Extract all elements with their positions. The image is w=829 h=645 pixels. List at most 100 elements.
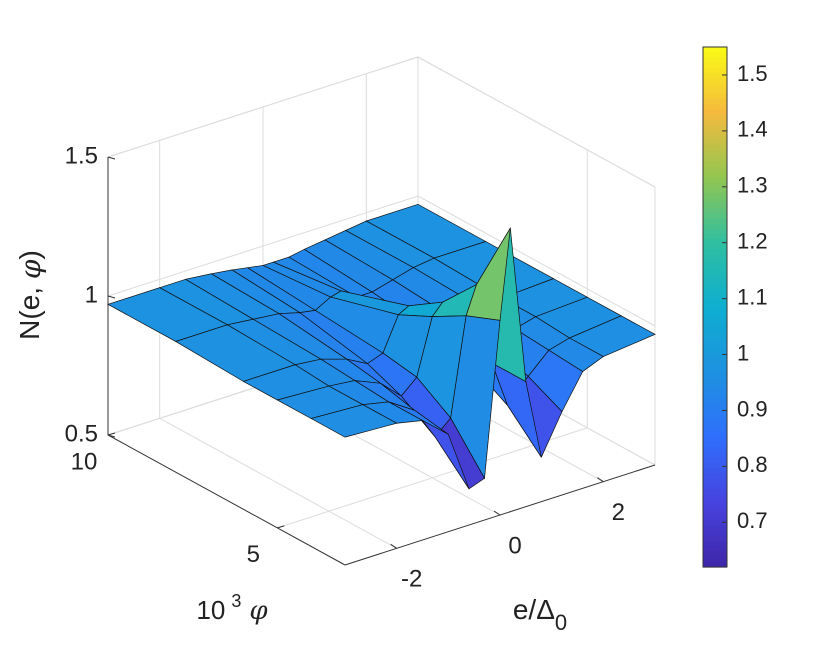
y-label-base: 10 (196, 595, 225, 625)
colorbar-segment (703, 125, 727, 131)
colorbar-tick-label: 1.2 (737, 229, 768, 254)
colorbar-segment (703, 161, 727, 168)
colorbar-segment (703, 338, 727, 344)
colorbar-segment (703, 426, 727, 433)
colorbar-segment (703, 312, 727, 318)
y-axis-label: 10 3 φ (196, 591, 268, 626)
colorbar-segment (703, 333, 727, 339)
colorbar-segment (703, 369, 727, 376)
colorbar-segment (703, 541, 727, 547)
z-tick-label: 0.5 (65, 420, 98, 447)
colorbar-segment (703, 208, 727, 214)
colorbar-segment (703, 197, 727, 204)
colorbar-segment (703, 468, 727, 474)
colorbar-segment (703, 244, 727, 251)
colorbar-segment (703, 437, 727, 443)
colorbar-segment (703, 52, 727, 58)
colorbar-segment (703, 67, 727, 74)
colorbar-segment (703, 239, 727, 246)
colorbar-segment (703, 364, 727, 370)
z-tick (107, 295, 116, 299)
colorbar-segment (703, 374, 727, 381)
colorbar-segment (703, 93, 727, 100)
colorbar-segment (703, 135, 727, 142)
x-tick-label: -2 (401, 566, 422, 593)
colorbar-segment (703, 151, 727, 157)
colorbar-segment (703, 405, 727, 412)
colorbar-segment (703, 385, 727, 391)
colorbar-segment (703, 78, 727, 84)
colorbar-segment (703, 140, 727, 147)
colorbar-segment (703, 223, 727, 230)
colorbar-segment (703, 88, 727, 95)
colorbar-segment (703, 203, 727, 209)
grid-line (417, 56, 656, 188)
colorbar-segment (703, 525, 727, 532)
colorbar-segment (703, 348, 727, 355)
colorbar-segment (703, 390, 727, 396)
z-label-text: N(e, (14, 279, 45, 340)
z-tick-label: 1.5 (65, 142, 98, 169)
y-axis (107, 434, 346, 566)
colorbar-segment (703, 400, 727, 407)
colorbar-segment (703, 431, 727, 438)
colorbar-segment (703, 556, 727, 563)
colorbar-segment (703, 145, 727, 152)
colorbar-segment (703, 530, 727, 537)
y-tick-label: 10 (71, 448, 98, 475)
colorbar-segment (703, 275, 727, 282)
colorbar-segment (703, 229, 727, 235)
colorbar-segment (703, 411, 727, 417)
z-axis-label: N(e, φ) (14, 250, 47, 340)
colorbar-segment (703, 73, 727, 79)
colorbar-segment (703, 260, 727, 266)
colorbar-segment (703, 520, 727, 526)
x-tick-label: 2 (612, 499, 625, 526)
colorbar-segment (703, 327, 727, 334)
colorbar-segment (703, 416, 727, 422)
colorbar-segment (703, 317, 727, 324)
colorbar-frame (702, 46, 728, 568)
colorbar-segment (703, 104, 727, 110)
colorbar-segment (703, 234, 727, 240)
colorbar-segment (703, 509, 727, 516)
colorbar-segment (703, 119, 727, 126)
colorbar-segment (703, 296, 727, 303)
y-tick-label: 5 (247, 541, 260, 568)
y-label-symbol: φ (249, 596, 268, 626)
colorbar-segment (703, 177, 727, 183)
colorbar-segment (703, 379, 727, 386)
colorbar-segment (703, 249, 727, 256)
colorbar-segment (703, 62, 727, 69)
colorbar-segment (703, 483, 727, 490)
colorbar-segment (703, 452, 727, 459)
colorbar-segment (703, 457, 727, 464)
z-tick-label: 1 (85, 281, 98, 308)
colorbar-segment (703, 421, 727, 428)
colorbar-segment (703, 307, 727, 313)
colorbar-segment (703, 47, 727, 53)
colorbar-segment (703, 447, 727, 454)
x-tick (493, 510, 501, 516)
x-tick (597, 477, 604, 483)
grid-line (159, 417, 397, 549)
colorbar-segment (703, 442, 727, 448)
colorbar-segment (703, 109, 727, 116)
colorbar-segment (703, 359, 727, 365)
colorbar-tick-label: 1.3 (737, 173, 768, 198)
colorbar-segment (703, 286, 727, 292)
colorbar-segment (703, 546, 727, 552)
x-axis-label: e/Δ0 (513, 594, 567, 634)
colorbar-segment (703, 218, 727, 225)
grid-line (417, 195, 656, 327)
colorbar-segment (703, 291, 727, 298)
colorbar-segment (703, 463, 727, 469)
colorbar-tick-label: 1 (737, 340, 749, 365)
colorbar-segment (703, 535, 727, 542)
colorbar-tick-label: 1.4 (737, 117, 768, 142)
colorbar-segment (703, 561, 727, 568)
colorbar-segment (703, 478, 727, 485)
colorbar-segment (703, 504, 727, 511)
colorbar-segment (703, 192, 727, 199)
